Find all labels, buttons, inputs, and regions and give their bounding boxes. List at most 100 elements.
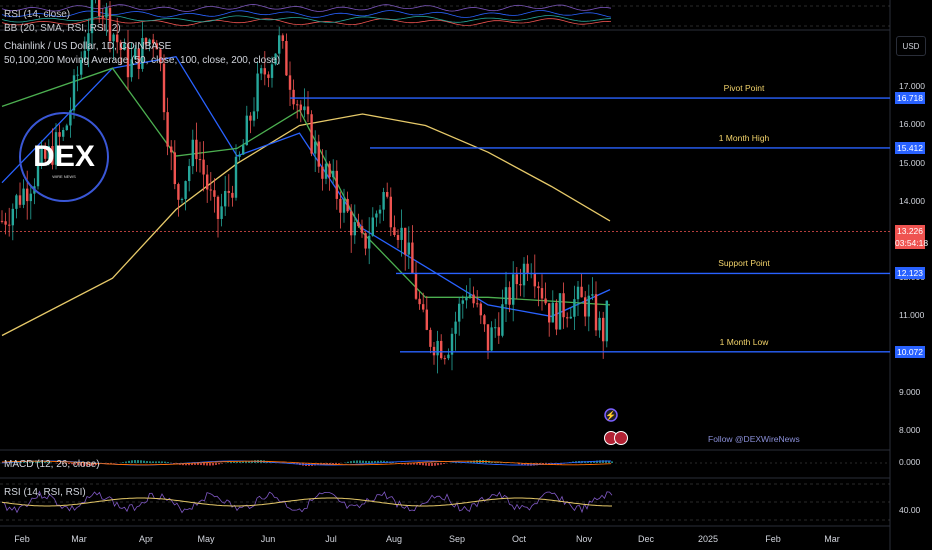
candle [198,141,202,173]
candle [195,122,198,172]
macd-bar [608,460,610,463]
x-tick-label: Dec [637,534,655,544]
candle-body [0,220,4,222]
y-tick-label: 16.000 [899,119,925,130]
candle [144,37,148,50]
macd-bar [314,463,316,466]
level-price-tag: 15.412 [895,141,925,154]
candle [479,301,482,324]
macd-bar [200,463,202,466]
lightning-icon[interactable] [604,408,618,422]
candle [292,79,295,110]
macd-bar [140,460,142,463]
candle-body [76,74,79,76]
candle-body [58,132,61,137]
candle-body [260,68,263,74]
macd-bar [65,463,67,464]
candle-body [468,294,472,297]
candle-body [281,35,284,41]
macd-bar [407,463,409,465]
x-tick-label: Nov [575,534,593,544]
candle [126,30,130,91]
x-tick-label: Feb [765,534,781,544]
candle-body [314,141,317,154]
candle-body [130,59,133,78]
candle [533,254,536,299]
macd-bar [365,460,367,463]
macd-bar [326,463,328,465]
candle-body [357,222,360,227]
candle-body [44,148,47,159]
y-tick-label: 15.000 [899,157,925,168]
candle-body [566,317,569,319]
candle [357,213,360,228]
event-icons[interactable]: ⚡ [604,408,628,445]
candle [461,295,464,319]
candle [206,165,209,203]
candle-body [465,296,468,301]
macd-bar [50,462,52,463]
macd-bar [434,463,436,466]
macd-bar [599,460,601,463]
macd-bar [92,463,94,466]
candle-body [198,159,202,161]
macd-bar [611,461,613,463]
candle-body [584,297,587,317]
candle [148,38,151,52]
x-tick-label: Aug [385,534,403,544]
macd-bar [356,460,358,463]
candle [339,191,342,229]
macd-bar [473,460,475,463]
candle [522,257,526,298]
candle-body [72,75,76,111]
candle [65,123,68,131]
x-tick-label: Mar [71,534,87,544]
macd-bar [83,463,85,466]
macd-bar [47,461,49,463]
currency-button[interactable]: USD [896,36,926,56]
macd-bar [419,463,421,465]
macd-bar [524,463,526,466]
level-label: Pivot Point [723,83,765,94]
horizontal-levels[interactable] [290,97,890,353]
macd-bar [416,463,418,465]
candle [15,193,18,219]
macd-bar [44,461,46,463]
macd-bar [146,461,148,463]
candle-body [245,115,248,146]
y-tick-label: 17.000 [899,81,925,92]
candle-body [548,303,551,323]
candle [364,232,367,256]
candle-body [537,286,540,289]
macd-bar [62,463,64,464]
candle [202,141,205,192]
macd-bar [188,463,190,466]
candle-body [152,39,155,44]
candle [555,299,558,336]
candle-body [321,166,324,179]
candle [558,292,562,330]
us-flag-icon-2[interactable] [614,431,628,445]
macd-bar [245,461,247,463]
candle-body [4,221,7,225]
candle-body [180,198,184,200]
candle [396,229,400,249]
candle [238,151,241,161]
candle [177,182,180,217]
candle-body [191,139,194,167]
macd-bar [242,461,244,463]
top-bb-title: BB (20, SMA, RSI, RSI, 2) [4,23,121,34]
candle-body [558,293,562,330]
candle [389,187,392,237]
macd-bar [347,461,349,463]
candle-body [177,184,180,200]
candle-body [447,354,450,359]
candle [594,281,598,336]
candle [605,300,608,348]
candle [191,129,194,175]
candle-body [54,132,58,165]
y-tick-label: 9.000 [899,386,921,397]
